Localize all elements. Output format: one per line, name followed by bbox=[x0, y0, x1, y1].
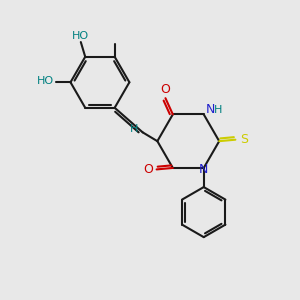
Text: HO: HO bbox=[72, 31, 89, 40]
Text: N: N bbox=[199, 163, 208, 176]
Text: S: S bbox=[240, 133, 248, 146]
Text: H: H bbox=[213, 105, 222, 115]
Text: O: O bbox=[143, 163, 153, 176]
Text: O: O bbox=[160, 83, 170, 97]
Text: N: N bbox=[206, 103, 215, 116]
Text: H: H bbox=[130, 124, 139, 134]
Text: HO: HO bbox=[37, 76, 54, 86]
